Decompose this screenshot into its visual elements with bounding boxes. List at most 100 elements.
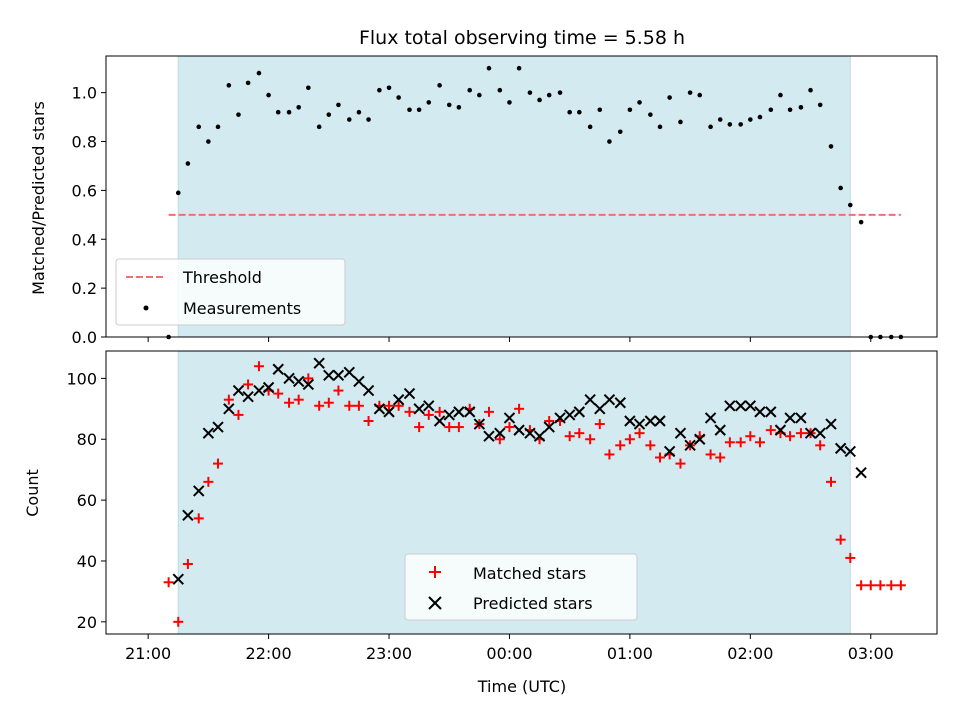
bottom-matched-stars-point [544,415,555,426]
top-measurements-point [858,219,864,225]
top-panel: 0.0 0.2 0.4 0.6 0.8 1.0 Flux total observing … [29,27,938,347]
bottom-matched-stars-point [886,580,897,591]
bottom-predicted-stars-point [684,439,696,452]
bottom-matched-stars-point [253,361,264,372]
bottom-matched-stars-point [333,385,344,396]
top-y-tick-label: 0.4 [72,230,97,249]
bottom-predicted-stars-point [262,381,275,394]
bottom-predicted-stars-point [513,424,525,436]
bottom-matched-stars-point [163,577,174,588]
bottom-matched-stars-point [754,437,765,448]
top-measurements-point [847,202,853,208]
top-measurements-point [577,109,582,115]
top-measurements-point [497,87,503,93]
bottom-predicted-stars-point [373,403,386,415]
bottom-matched-stars-point [173,616,184,627]
top-measurements-point [798,105,804,110]
legend-measurements-marker [143,305,149,311]
bottom-predicted-stars-point [654,415,666,427]
top-measurements-point [727,122,733,127]
bottom-predicted-stars-point [724,400,736,412]
top-measurements-point [416,107,422,113]
top-measurements-point [316,124,322,130]
bottom-predicted-stars-point [614,397,626,409]
bottom-predicted-stars-point [494,427,506,439]
bottom-y-tick-label: 80 [77,430,97,449]
bottom-predicted-stars-point [433,415,446,427]
bottom-matched-stars-point [344,400,355,411]
top-measurements-point [507,100,512,105]
bottom-predicted-stars-point [383,406,395,418]
bottom-predicted-stars-point [332,369,345,382]
bottom-matched-stars-point [826,476,837,487]
top-measurements-point [678,119,683,125]
bottom-matched-stars-point [414,422,425,433]
bottom-matched-stars-point [243,379,254,390]
bottom-matched-stars-point [615,440,626,451]
top-y-tick-label: 0.8 [72,133,97,152]
bottom-matched-stars-point [504,422,515,433]
bottom-predicted-stars-point [464,406,476,418]
top-measurements-point [627,107,633,113]
bottom-predicted-stars-point [795,412,807,424]
legend-threshold-label: Threshold [182,268,262,287]
bottom-predicted-stars-point [694,433,706,445]
top-measurements-point [456,105,462,110]
top-measurements-point [175,190,181,196]
top-measurements-point [326,112,332,117]
top-measurements-point [607,139,612,144]
bottom-predicted-stars-point [543,421,555,433]
top-y-tick-label: 0.6 [72,181,97,200]
bottom-predicted-stars-point [323,369,335,382]
bottom-matched-stars-point [895,580,906,591]
bottom-predicted-stars-point [594,403,606,415]
top-measurements-point [667,95,672,100]
bottom-matched-stars-point [795,428,806,439]
bottom-matched-stars-point [434,406,445,417]
top-measurements-point [828,144,834,149]
bottom-predicted-stars-point [473,418,486,430]
top-measurements-point [697,92,703,98]
bottom-matched-stars-point [765,425,776,436]
x-tick-label: 23:00 [366,644,412,663]
bottom-predicted-stars-point [834,442,847,455]
bottom-panel: 20 40 60 80 100 21:00 22:00 23:00 00:00 01:00 02:0… [23,350,938,696]
top-measurements-point [346,117,352,122]
bottom-matched-stars-point [574,428,585,439]
top-measurements-point [717,117,723,122]
bottom-y-tick-label: 40 [77,552,97,571]
bottom-predicted-stars-point [202,427,215,439]
top-measurements-point [516,65,522,71]
bottom-matched-stars-point [404,406,415,417]
bottom-predicted-stars-point [253,384,265,397]
bottom-predicted-stars-point [603,393,616,406]
top-measurements-point [266,92,271,98]
top-measurements-point [546,92,552,98]
top-measurements-point [757,114,763,120]
bottom-predicted-stars-point [844,445,856,458]
bottom-predicted-stars-point [744,400,757,412]
bottom-matched-stars-point [675,458,686,469]
bottom-predicted-stars-point [423,400,435,412]
top-y-axis-label: Matched/Predicted stars [29,101,48,295]
legend-predicted-label: Predicted stars [473,594,593,613]
bottom-predicted-stars-point [563,409,576,421]
bottom-matched-stars-point [785,431,796,442]
bottom-predicted-stars-point [313,357,325,369]
top-measurements-point [477,92,482,98]
chart-title: Flux total observing time = 5.58 h [359,27,685,49]
bottom-matched-stars-point [182,559,193,570]
top-y-tick-label: 0.2 [72,279,97,298]
top-measurements-point [226,83,232,88]
top-measurements-point [286,109,292,115]
bottom-predicted-stars-point [212,421,224,433]
top-measurements-point [597,107,603,113]
bottom-matched-stars-point [634,428,645,439]
bottom-predicted-stars-point [302,378,315,391]
bottom-predicted-stars-point [825,418,837,430]
bottom-matched-stars-point [453,422,464,433]
top-measurements-point [426,100,432,105]
bottom-predicted-stars-point [503,412,516,424]
bottom-matched-stars-point [233,409,244,420]
